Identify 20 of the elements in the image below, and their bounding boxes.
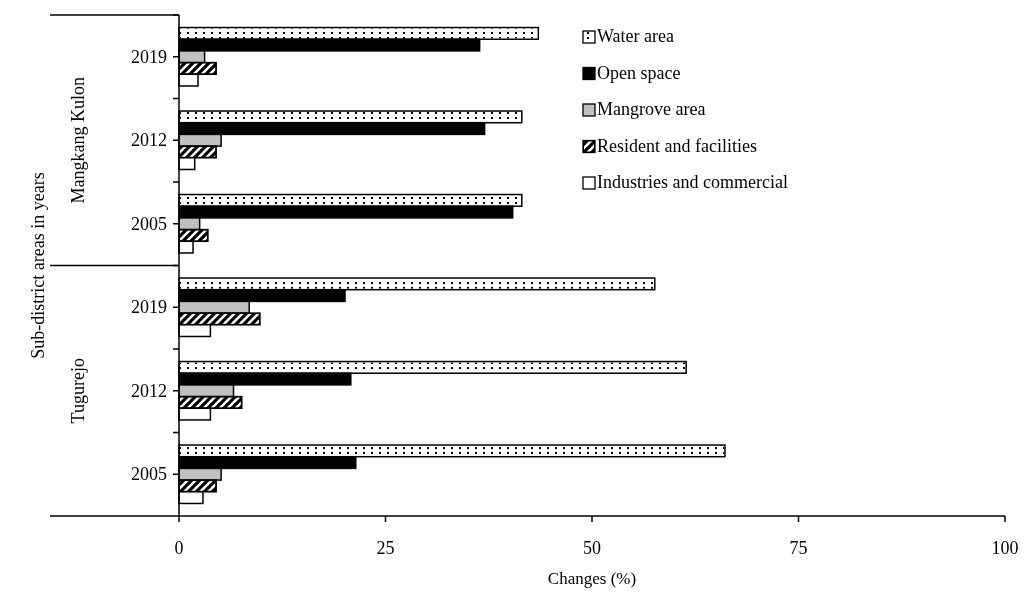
x-tick-label: 100: [991, 538, 1019, 558]
y-tick-label: 2005: [131, 464, 167, 485]
legend-label: Open space: [597, 62, 681, 83]
x-tick-label: 50: [583, 538, 601, 558]
y-tick-label: 2019: [131, 297, 167, 318]
text: Mangkang Kulon: [68, 77, 88, 204]
legend-label: Resident and facilities: [597, 135, 757, 156]
y-axis-title: Sub-district areas in years: [28, 172, 48, 359]
legend-label: Industries and commercial: [597, 172, 788, 192]
text: Tugurejo: [68, 358, 88, 424]
y-tick-label: 2012: [131, 130, 167, 151]
x-axis-title: Changes (%): [547, 569, 637, 588]
y-tick-label: 2012: [131, 380, 167, 401]
y-tick-label: 2005: [131, 213, 167, 234]
legend-label: Water area: [597, 26, 674, 46]
x-tick-label: 0: [174, 538, 184, 558]
y-tick-label: 2019: [131, 46, 167, 67]
x-tick-label: 25: [376, 538, 395, 558]
x-tick-label: 75: [789, 538, 808, 558]
legend-label: Mangrove area: [597, 99, 706, 119]
